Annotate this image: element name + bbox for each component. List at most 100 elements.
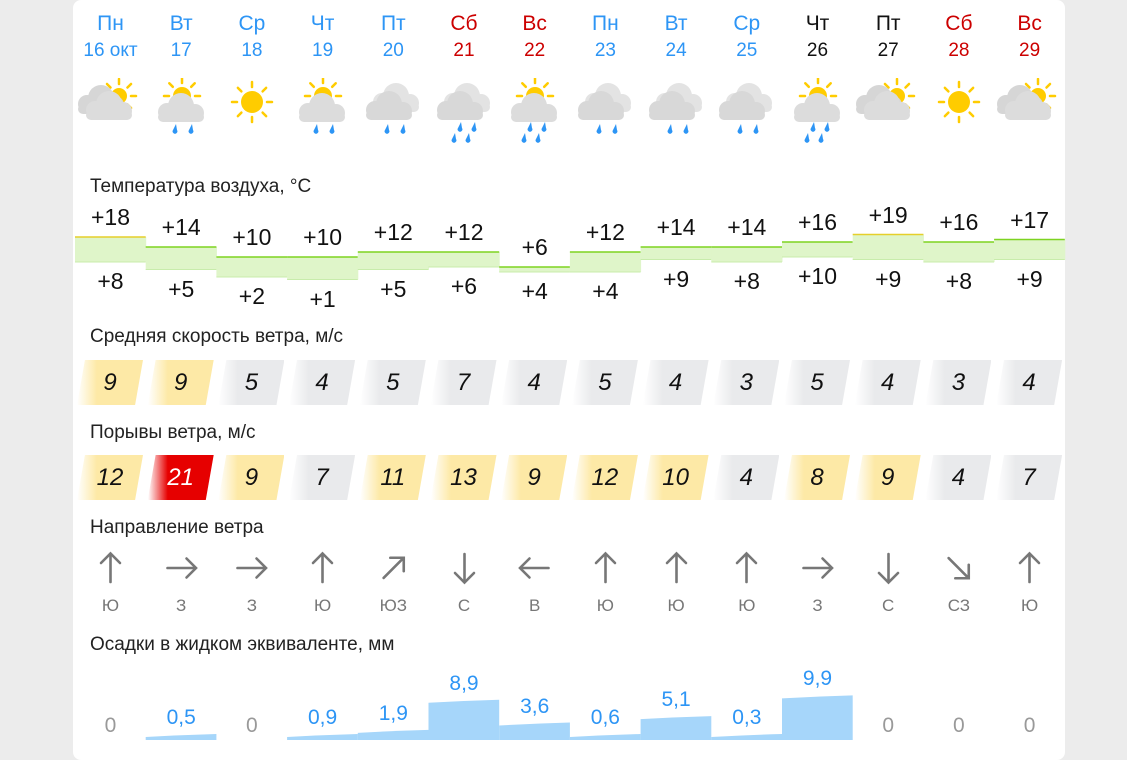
day-date: 28 bbox=[948, 40, 970, 61]
wind-direction-arrow-icon bbox=[165, 557, 198, 579]
wind-direction-arrow-icon bbox=[735, 551, 758, 584]
day-name: Вс bbox=[1017, 12, 1042, 35]
wind-speed-cell: 5 bbox=[571, 360, 638, 405]
weather-sun-cloud-icon bbox=[299, 78, 346, 134]
wind-speed-cell: 5 bbox=[784, 360, 850, 405]
temperature-min: +2 bbox=[238, 283, 265, 309]
weather-sun-icon bbox=[938, 80, 981, 124]
temperature-max: +19 bbox=[868, 201, 908, 228]
weather-cloudy-icon bbox=[577, 83, 631, 134]
day-name: Ср bbox=[238, 12, 266, 35]
precip-bar bbox=[569, 734, 641, 740]
wind-direction-label: Направление ветра bbox=[90, 517, 264, 538]
temperature-band bbox=[287, 257, 359, 280]
wind-direction-arrow-icon bbox=[877, 552, 899, 585]
wind-speed-cell: 9 bbox=[77, 360, 143, 405]
precip-bar bbox=[499, 722, 570, 740]
temperature-band bbox=[216, 257, 288, 277]
day-date: 18 bbox=[241, 40, 263, 61]
temperature-band bbox=[923, 242, 995, 262]
temperature-max: +14 bbox=[656, 214, 696, 240]
temperature-band bbox=[711, 247, 783, 262]
wind-direction-text: Ю bbox=[738, 596, 756, 615]
weather-sun-cloud-icon bbox=[511, 78, 558, 143]
temperature-max: +16 bbox=[939, 209, 979, 235]
weather-sun-cloud-icon bbox=[157, 78, 204, 134]
temperature-max: +6 bbox=[521, 234, 548, 260]
wind-gust-cell: 13 bbox=[430, 455, 497, 500]
weather-cloudy-icon bbox=[365, 83, 419, 134]
day-name: Вс bbox=[522, 12, 547, 35]
weather-sun-icon bbox=[231, 80, 274, 124]
wind-gust-cell: 9 bbox=[854, 455, 921, 500]
precip-bar bbox=[711, 734, 782, 740]
temperature-max: +18 bbox=[90, 204, 130, 230]
temperature-min: +5 bbox=[168, 275, 195, 302]
temperature-min: +8 bbox=[733, 268, 760, 294]
wind-speed-cell: 4 bbox=[996, 360, 1063, 405]
wind-direction-arrow-icon bbox=[665, 551, 687, 584]
temperature-band bbox=[428, 252, 500, 267]
day-date: 21 bbox=[453, 40, 475, 61]
wind-gust-cell: 7 bbox=[996, 455, 1063, 500]
temperature-band bbox=[357, 252, 429, 270]
temperature-max: +12 bbox=[373, 219, 413, 245]
temperature-min: +9 bbox=[875, 265, 902, 292]
day-name: Чт bbox=[310, 12, 335, 35]
temperature-label: Температура воздуха, °C bbox=[90, 176, 312, 197]
wind-speed-cell: 4 bbox=[289, 360, 356, 405]
day-date: 17 bbox=[170, 40, 192, 61]
precip-value: 0,9 bbox=[307, 706, 338, 729]
precip-value: 0,3 bbox=[732, 706, 762, 729]
precip-value: 0 bbox=[104, 714, 117, 737]
day-name: Вт bbox=[664, 12, 688, 35]
wind-gust-cell: 12 bbox=[571, 455, 638, 500]
wind-direction-arrow-icon bbox=[802, 557, 834, 579]
wind-direction-text: Ю bbox=[1021, 596, 1039, 615]
weather-partly-cloudy-icon bbox=[997, 78, 1057, 120]
wind-direction-text: З bbox=[176, 596, 187, 615]
precip-value: 9,9 bbox=[802, 667, 833, 691]
precip-bar bbox=[428, 699, 500, 740]
wind-gust-cell: 9 bbox=[501, 455, 568, 500]
precip-bar bbox=[287, 734, 358, 740]
wind-direction-text: ЮЗ bbox=[379, 596, 408, 615]
wind-gust-cell: 9 bbox=[218, 455, 285, 500]
temperature-max: +16 bbox=[797, 209, 837, 235]
wind-direction-text: С bbox=[882, 596, 895, 615]
precip-value: 0 bbox=[953, 714, 965, 737]
temperature-band bbox=[852, 234, 924, 260]
wind-direction-text: С bbox=[457, 596, 471, 615]
precip-bar bbox=[145, 734, 217, 740]
temperature-min: +1 bbox=[309, 285, 336, 312]
wind-direction-arrow-icon bbox=[236, 557, 269, 579]
day-name: Сб bbox=[945, 12, 973, 35]
wind-direction-text: З bbox=[246, 596, 258, 615]
temperature-max: +12 bbox=[585, 219, 625, 245]
wind-direction-arrow-icon bbox=[947, 556, 971, 580]
temperature-chart bbox=[75, 233, 1066, 280]
temperature-min: +6 bbox=[450, 273, 478, 299]
precip-value: 3,6 bbox=[520, 694, 550, 718]
precip-value: 5,1 bbox=[661, 688, 691, 712]
temperature-max: +12 bbox=[444, 219, 484, 245]
weather-partly-cloudy-icon bbox=[855, 78, 915, 120]
temperature-max: +14 bbox=[161, 214, 201, 240]
temperature-min: +8 bbox=[945, 268, 972, 294]
wind-gust-cell: 11 bbox=[359, 455, 426, 500]
day-name: Пн bbox=[97, 12, 124, 35]
precip-value: 0 bbox=[246, 714, 258, 737]
day-date: 29 bbox=[1019, 40, 1041, 61]
weather-cloudy-icon bbox=[648, 83, 702, 134]
temperature-max: +17 bbox=[1010, 206, 1050, 233]
wind-speed-cell: 5 bbox=[359, 360, 426, 405]
wind-direction-arrow-icon bbox=[311, 551, 334, 584]
day-name: Ср bbox=[733, 12, 761, 35]
wind-speed-cell: 4 bbox=[501, 360, 568, 405]
wind-gust-cell: 4 bbox=[713, 455, 780, 500]
weather-sun-cloud-icon bbox=[794, 78, 840, 143]
wind-direction-arrow-icon bbox=[382, 556, 405, 580]
wind-gust-cell: 12 bbox=[77, 455, 143, 500]
precip-value: 0,6 bbox=[590, 706, 620, 729]
day-date: 19 bbox=[312, 40, 334, 61]
